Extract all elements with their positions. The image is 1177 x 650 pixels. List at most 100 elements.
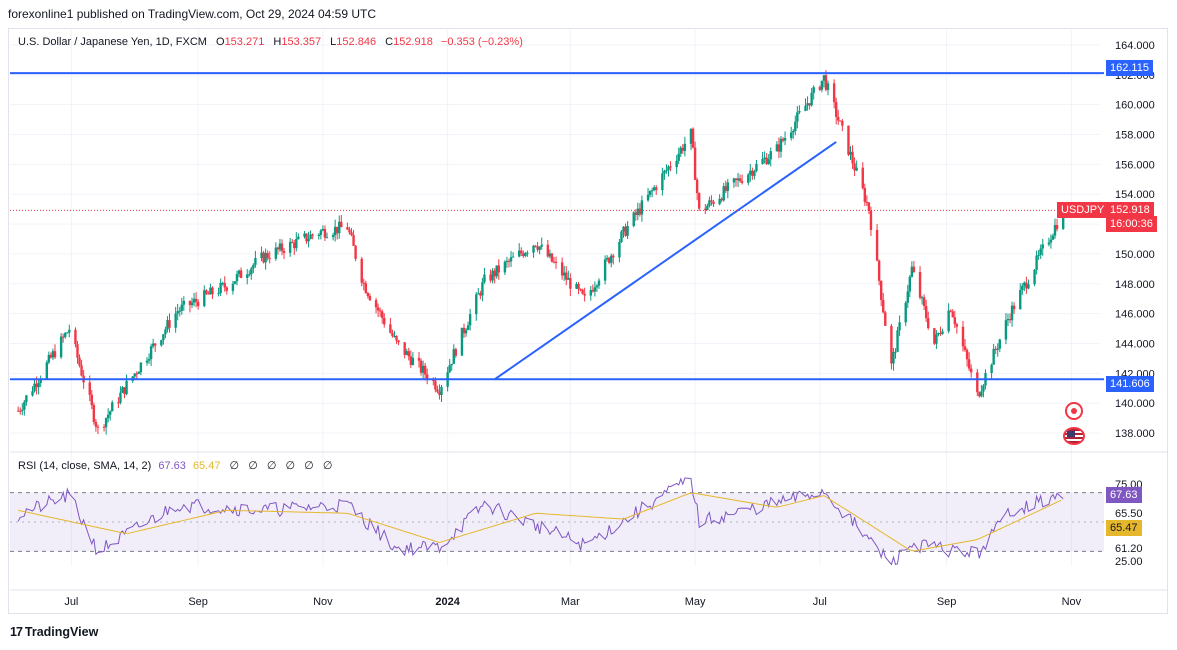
tradingview-logo-icon: 17: [10, 625, 23, 639]
candle-body: [526, 252, 529, 254]
candle-body: [755, 163, 758, 171]
candle-body: [468, 314, 472, 326]
candle-body: [1008, 319, 1012, 321]
candle-body: [53, 351, 57, 358]
candle-body: [626, 225, 629, 236]
candle-body: [534, 245, 537, 247]
candle-body: [869, 210, 873, 230]
candle-body: [207, 293, 210, 295]
candle-body: [982, 385, 985, 392]
candle-body: [710, 200, 713, 202]
event-icon[interactable]: [1065, 402, 1083, 420]
candle-body: [92, 405, 96, 422]
rsi-axis-label: 61.20: [1115, 543, 1143, 555]
candle-body: [346, 227, 349, 230]
x-tick-label: May: [685, 596, 706, 608]
candle-body: [638, 208, 642, 215]
candle-body: [804, 105, 807, 112]
candle-body: [749, 170, 752, 175]
candle-body: [219, 282, 222, 294]
low-value: 152.846: [336, 36, 377, 48]
candle-body: [297, 236, 300, 240]
candle-body: [877, 260, 881, 281]
candle-body: [904, 302, 907, 323]
candle-body: [655, 187, 658, 191]
candle-body: [937, 332, 940, 335]
candle-body: [295, 239, 298, 249]
candle-body: [661, 173, 664, 191]
y-tick-label: 154.000: [1115, 189, 1155, 201]
visibility-icon[interactable]: ∅: [304, 460, 314, 472]
candle-body: [262, 252, 265, 263]
y-tick-label: 140.000: [1115, 398, 1155, 410]
candle-body: [280, 243, 284, 251]
candle-body: [665, 170, 668, 172]
y-tick-label: 144.000: [1115, 339, 1155, 351]
candle-body: [865, 201, 869, 203]
candle-body: [910, 266, 914, 277]
time-axis: Jul Sep Nov 2024 Mar May Jul Sep Nov: [64, 596, 1081, 608]
levels: [10, 72, 1104, 381]
candle-body: [489, 274, 492, 281]
candle-body: [452, 349, 455, 364]
candle-body: [751, 170, 754, 176]
candle-body: [51, 351, 55, 358]
candle-body: [319, 230, 323, 236]
candle-body: [736, 178, 740, 181]
us-flag-icon[interactable]: [1063, 427, 1085, 445]
candle-body: [924, 306, 928, 319]
y-tick-label: 160.000: [1115, 100, 1155, 112]
candle-body: [906, 291, 909, 303]
candle-body: [495, 265, 498, 277]
candle-body: [652, 187, 656, 191]
x-tick-label: Mar: [561, 596, 580, 608]
candle-body: [818, 87, 822, 90]
candle-body: [350, 232, 353, 236]
candle-body: [947, 310, 950, 332]
candle-body: [603, 259, 607, 281]
candle-body: [323, 229, 327, 238]
visibility-icon[interactable]: ∅: [285, 460, 296, 472]
candle-body: [374, 300, 378, 308]
candle-body: [646, 194, 650, 201]
candle-body: [610, 255, 613, 263]
x-tick-label: Nov: [313, 596, 333, 608]
candle-body: [497, 265, 500, 273]
candle-body: [812, 87, 815, 93]
candle-body: [851, 151, 854, 164]
candle-body: [145, 360, 149, 363]
candle-body: [663, 170, 666, 174]
candle-body: [949, 310, 952, 312]
candle-body: [23, 402, 26, 410]
candle-body: [792, 130, 795, 133]
candle-body: [483, 274, 486, 283]
brand-name[interactable]: TradingView: [24, 625, 99, 639]
candle-body: [550, 253, 554, 262]
candle-body: [920, 297, 924, 299]
candle-body: [839, 120, 842, 122]
candle-body: [209, 287, 212, 295]
candle-body: [237, 270, 241, 275]
candle-body: [425, 374, 429, 380]
candle-body: [538, 246, 541, 250]
candle-body: [366, 293, 370, 297]
candle-body: [338, 221, 341, 234]
candle-body: [565, 272, 568, 280]
candle-body: [520, 250, 523, 254]
publish-info: forexonline1 published on TradingView.co…: [8, 7, 377, 21]
visibility-icon[interactable]: ∅: [248, 460, 258, 472]
candle-body: [417, 357, 421, 361]
visibility-icon[interactable]: ∅: [229, 460, 240, 472]
candle-body: [1037, 254, 1040, 256]
candle-body: [432, 379, 435, 381]
candle-body: [423, 365, 427, 375]
candle-body: [88, 382, 91, 395]
candle-body: [109, 411, 112, 415]
visibility-icon[interactable]: ∅: [266, 460, 277, 472]
candle-body: [863, 187, 867, 202]
visibility-icon[interactable]: ∅: [322, 460, 333, 472]
candle-body: [66, 332, 69, 334]
candle-body: [221, 282, 224, 284]
candle-body: [96, 426, 100, 428]
